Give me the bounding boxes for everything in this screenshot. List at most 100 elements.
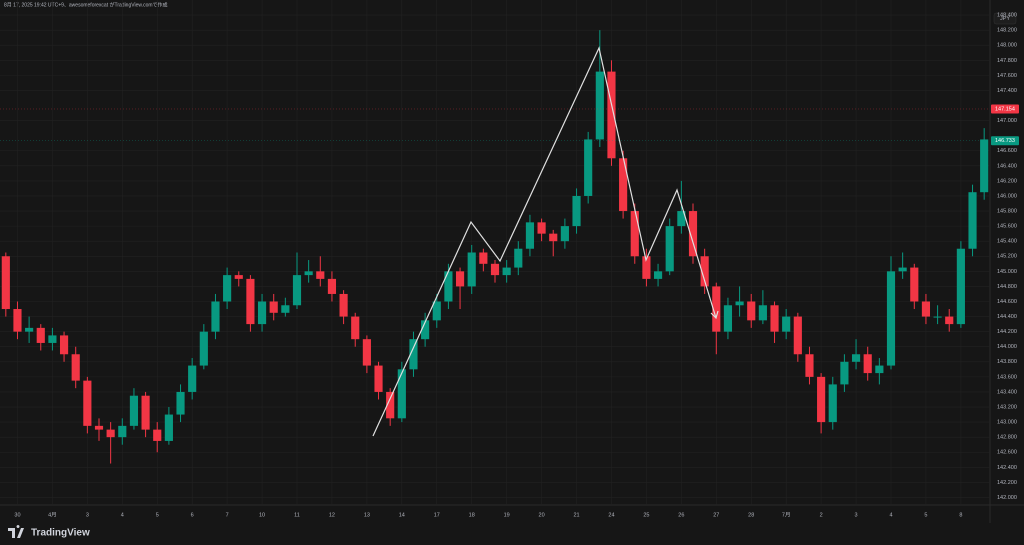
x-tick-label: 5 [156,512,159,518]
x-tick-label: 24 [608,512,614,518]
candle-body [898,267,907,272]
candle-body [223,275,232,302]
candle-body [549,233,558,242]
candle-body [269,301,278,313]
candle-body [525,222,535,249]
candle-body [980,139,989,193]
candle-body [176,391,185,415]
candle-body [83,380,92,426]
candle-body [886,271,896,366]
candle-body [409,339,418,370]
y-tick-label: 145.400 [997,239,1017,245]
x-tick-label: 2 [820,512,823,518]
y-tick-label: 147.000 [997,118,1017,124]
candle-body [677,211,686,227]
currency[interactable]: JPY [1000,16,1010,22]
candle-body [653,271,663,279]
candle-body [467,252,476,287]
candle-body [129,395,139,426]
candle-body [700,256,709,287]
zigzag-drawing [372,46,717,437]
candle-body [875,365,884,374]
candle-body [257,301,267,325]
candle-body [828,384,837,423]
x-tick-label: 3 [855,512,858,518]
candle-body [921,301,931,317]
candle-body [863,354,872,374]
y-tick-label: 145.800 [997,208,1017,214]
y-tick-label: 142.000 [997,495,1017,501]
candle-body [374,365,383,392]
y-tick-label: 148.200 [997,28,1017,34]
x-tick-label: 5 [924,512,927,518]
candle-body [13,309,22,332]
x-tick-label: 28 [748,512,754,518]
x-tick-label: 3 [86,512,89,518]
candle-body [455,271,465,287]
candle-body [607,71,616,159]
candle-body [490,263,500,276]
y-tick-label: 145.600 [997,224,1017,230]
candle-body [782,316,791,332]
candle-body [281,305,290,313]
price-label: 146.733 [995,138,1015,144]
price-label: 147.154 [995,106,1015,112]
candle-body [747,301,756,321]
x-tick-label: 17 [434,512,440,518]
candle-body [94,425,104,430]
candle-body [234,275,243,279]
candle-body [153,429,162,441]
x-tick-label: 25 [643,512,649,518]
candle-body [432,301,441,321]
x-tick-label: 11 [294,512,300,518]
logo [8,524,24,538]
y-tick-label: 144.400 [997,314,1017,320]
candle-body [118,425,127,438]
y-tick-label: 146.200 [997,178,1017,184]
y-tick-label: 144.200 [997,329,1017,335]
x-tick-label: 14 [399,512,405,518]
x-tick-label: 26 [678,512,684,518]
candle-body [479,252,488,264]
x-tick-label: 7 [226,512,229,518]
candle-body [584,139,593,196]
x-tick-label: 6 [191,512,194,518]
candle-body [316,271,325,279]
x-tick-label: 7月 [782,511,791,518]
candle-body [199,331,208,366]
price-label-box [991,104,1019,114]
candle-body [514,248,523,268]
candle-body [25,327,34,332]
candle-body [421,320,430,340]
x-tick-label: 4 [889,512,892,518]
candle-body [758,305,767,321]
y-tick-label: 147.600 [997,73,1017,79]
candle-body [362,339,371,366]
candle-body [560,226,569,242]
x-tick-label: 10 [259,512,265,518]
y-tick-label: 148.400 [997,13,1017,19]
arrow-head [710,310,719,320]
candle-body [164,414,173,441]
candle-body [327,278,337,294]
y-tick-label: 143.400 [997,389,1017,395]
y-tick-label: 142.200 [997,480,1017,486]
y-tick-label: 142.800 [997,435,1017,441]
y-tick-label: 143.000 [997,420,1017,426]
y-tick-label: 144.800 [997,284,1017,290]
candle-body [840,361,849,385]
candle-body [572,195,581,227]
candle-body [59,335,69,355]
candle-body [502,267,511,276]
x-tick-label: 13 [364,512,370,518]
candle-body [642,256,651,279]
candle-body [339,293,348,317]
y-tick-label: 143.200 [997,404,1017,410]
candle-body [630,211,639,257]
candle-body [537,222,546,234]
currency-box[interactable] [993,12,1017,25]
candle-body [106,429,115,438]
x-tick-label: 27 [713,512,719,518]
